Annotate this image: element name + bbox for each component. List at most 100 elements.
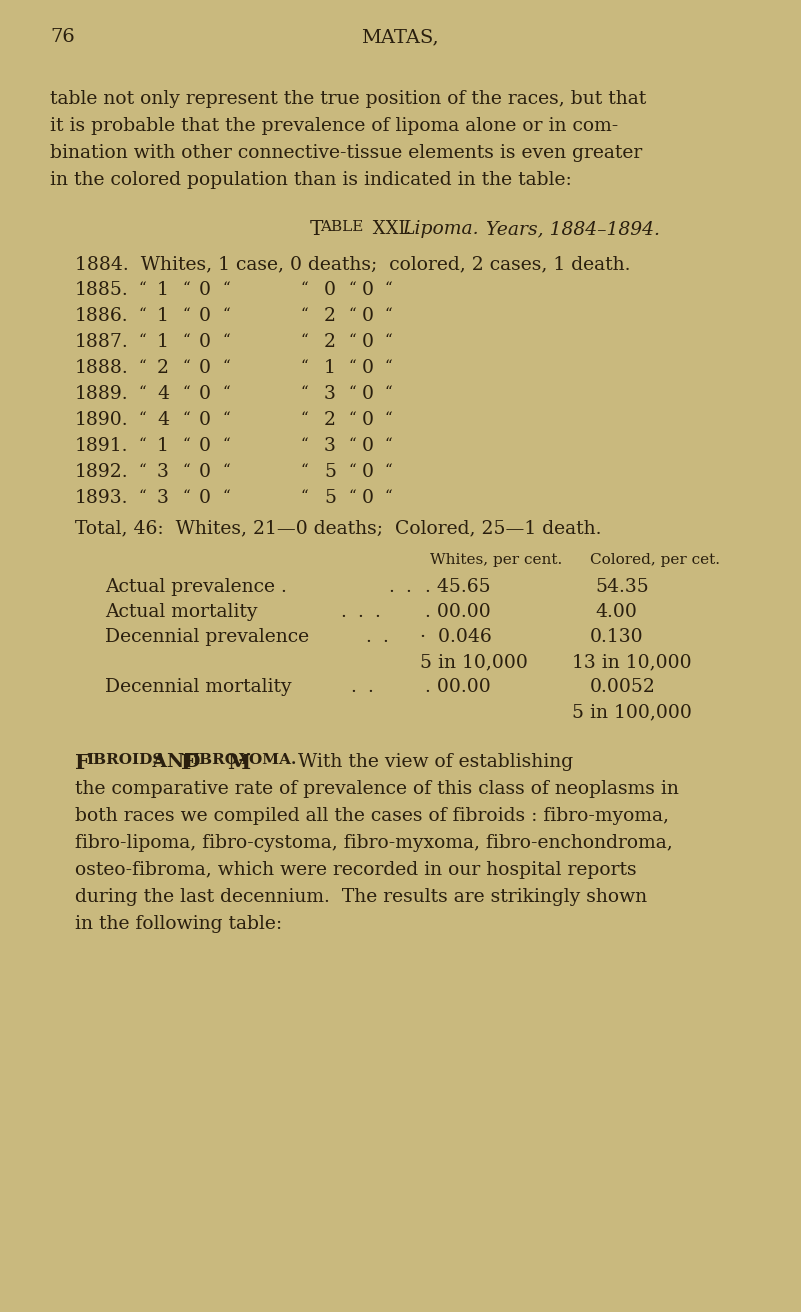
Text: . 45.65: . 45.65	[425, 579, 491, 596]
Text: 1893.: 1893.	[75, 489, 128, 506]
Text: “: “	[300, 384, 308, 399]
Text: 4: 4	[157, 411, 169, 429]
Text: “: “	[348, 463, 356, 478]
Text: “: “	[138, 307, 146, 321]
Text: “: “	[138, 437, 146, 451]
Text: F: F	[181, 753, 195, 773]
Text: M: M	[227, 753, 250, 773]
Text: . 00.00: . 00.00	[425, 604, 491, 621]
Text: “: “	[384, 384, 392, 399]
Text: 0: 0	[199, 437, 211, 455]
Text: “: “	[183, 463, 191, 478]
Text: “: “	[384, 359, 392, 373]
Text: 1886.: 1886.	[75, 307, 129, 325]
Text: “: “	[384, 411, 392, 425]
Text: “: “	[300, 463, 308, 478]
Text: 0: 0	[324, 281, 336, 299]
Text: “: “	[348, 411, 356, 425]
Text: 1: 1	[157, 281, 169, 299]
Text: 1884.  Whites, 1 case, 0 deaths;  colored, 2 cases, 1 death.: 1884. Whites, 1 case, 0 deaths; colored,…	[75, 255, 630, 273]
Text: 2: 2	[324, 411, 336, 429]
Text: 1: 1	[157, 437, 169, 455]
Text: 0.0052: 0.0052	[590, 678, 656, 695]
Text: 1889.: 1889.	[75, 384, 129, 403]
Text: 0: 0	[199, 307, 211, 325]
Text: .: .	[405, 579, 411, 596]
Text: 0: 0	[362, 411, 374, 429]
Text: “: “	[138, 281, 146, 295]
Text: T: T	[310, 220, 324, 239]
Text: “: “	[138, 333, 146, 346]
Text: “: “	[300, 307, 308, 321]
Text: 0: 0	[362, 463, 374, 482]
Text: 4.00: 4.00	[595, 604, 637, 621]
Text: XXI.: XXI.	[367, 220, 417, 237]
Text: 1888.: 1888.	[75, 359, 129, 377]
Text: YOMA.: YOMA.	[238, 753, 296, 768]
Text: “: “	[348, 489, 356, 502]
Text: “: “	[300, 411, 308, 425]
Text: 3: 3	[157, 463, 169, 482]
Text: “: “	[222, 384, 230, 399]
Text: . 00.00: . 00.00	[425, 678, 491, 695]
Text: 0: 0	[362, 489, 374, 506]
Text: 0: 0	[199, 489, 211, 506]
Text: 1890.: 1890.	[75, 411, 129, 429]
Text: .: .	[374, 604, 380, 621]
Text: Actual prevalence .: Actual prevalence .	[105, 579, 287, 596]
Text: “: “	[138, 359, 146, 373]
Text: it is probable that the prevalence of lipoma alone or in com-: it is probable that the prevalence of li…	[50, 117, 618, 135]
Text: .: .	[350, 678, 356, 695]
Text: “: “	[300, 281, 308, 295]
Text: With the view of establishing: With the view of establishing	[280, 753, 574, 771]
Text: “: “	[348, 307, 356, 321]
Text: Lipoma.: Lipoma.	[402, 220, 479, 237]
Text: F: F	[75, 753, 90, 773]
Text: 0: 0	[199, 463, 211, 482]
Text: “: “	[138, 489, 146, 502]
Text: “: “	[348, 359, 356, 373]
Text: “: “	[384, 333, 392, 346]
Text: 1885.: 1885.	[75, 281, 129, 299]
Text: “: “	[384, 281, 392, 295]
Text: “: “	[222, 489, 230, 502]
Text: 4: 4	[157, 384, 169, 403]
Text: “: “	[300, 359, 308, 373]
Text: 0: 0	[362, 437, 374, 455]
Text: 0: 0	[199, 411, 211, 429]
Text: 5: 5	[324, 489, 336, 506]
Text: in the following table:: in the following table:	[75, 914, 282, 933]
Text: “: “	[348, 384, 356, 399]
Text: the comparative rate of prevalence of this class of neoplasms in: the comparative rate of prevalence of th…	[75, 781, 679, 798]
Text: bination with other connective-tissue elements is even greater: bination with other connective-tissue el…	[50, 144, 642, 161]
Text: “: “	[384, 437, 392, 451]
Text: “: “	[183, 307, 191, 321]
Text: .: .	[340, 604, 346, 621]
Text: “: “	[222, 411, 230, 425]
Text: 0: 0	[199, 384, 211, 403]
Text: “: “	[222, 333, 230, 346]
Text: “: “	[300, 489, 308, 502]
Text: 0: 0	[199, 333, 211, 352]
Text: “: “	[138, 463, 146, 478]
Text: “: “	[384, 307, 392, 321]
Text: 0: 0	[362, 307, 374, 325]
Text: table not only represent the true position of the races, but that: table not only represent the true positi…	[50, 91, 646, 108]
Text: “: “	[348, 437, 356, 451]
Text: .: .	[388, 579, 394, 596]
Text: “: “	[138, 411, 146, 425]
Text: 0: 0	[199, 359, 211, 377]
Text: “: “	[183, 489, 191, 502]
Text: Years, 1884–1894.: Years, 1884–1894.	[474, 220, 660, 237]
Text: 76: 76	[50, 28, 74, 46]
Text: Whites, per cent.: Whites, per cent.	[430, 552, 562, 567]
Text: “: “	[183, 384, 191, 399]
Text: 0: 0	[362, 384, 374, 403]
Text: in the colored population than is indicated in the table:: in the colored population than is indica…	[50, 171, 572, 189]
Text: 3: 3	[324, 384, 336, 403]
Text: “: “	[384, 463, 392, 478]
Text: “: “	[183, 411, 191, 425]
Text: .: .	[357, 604, 363, 621]
Text: 0: 0	[362, 281, 374, 299]
Text: “: “	[222, 359, 230, 373]
